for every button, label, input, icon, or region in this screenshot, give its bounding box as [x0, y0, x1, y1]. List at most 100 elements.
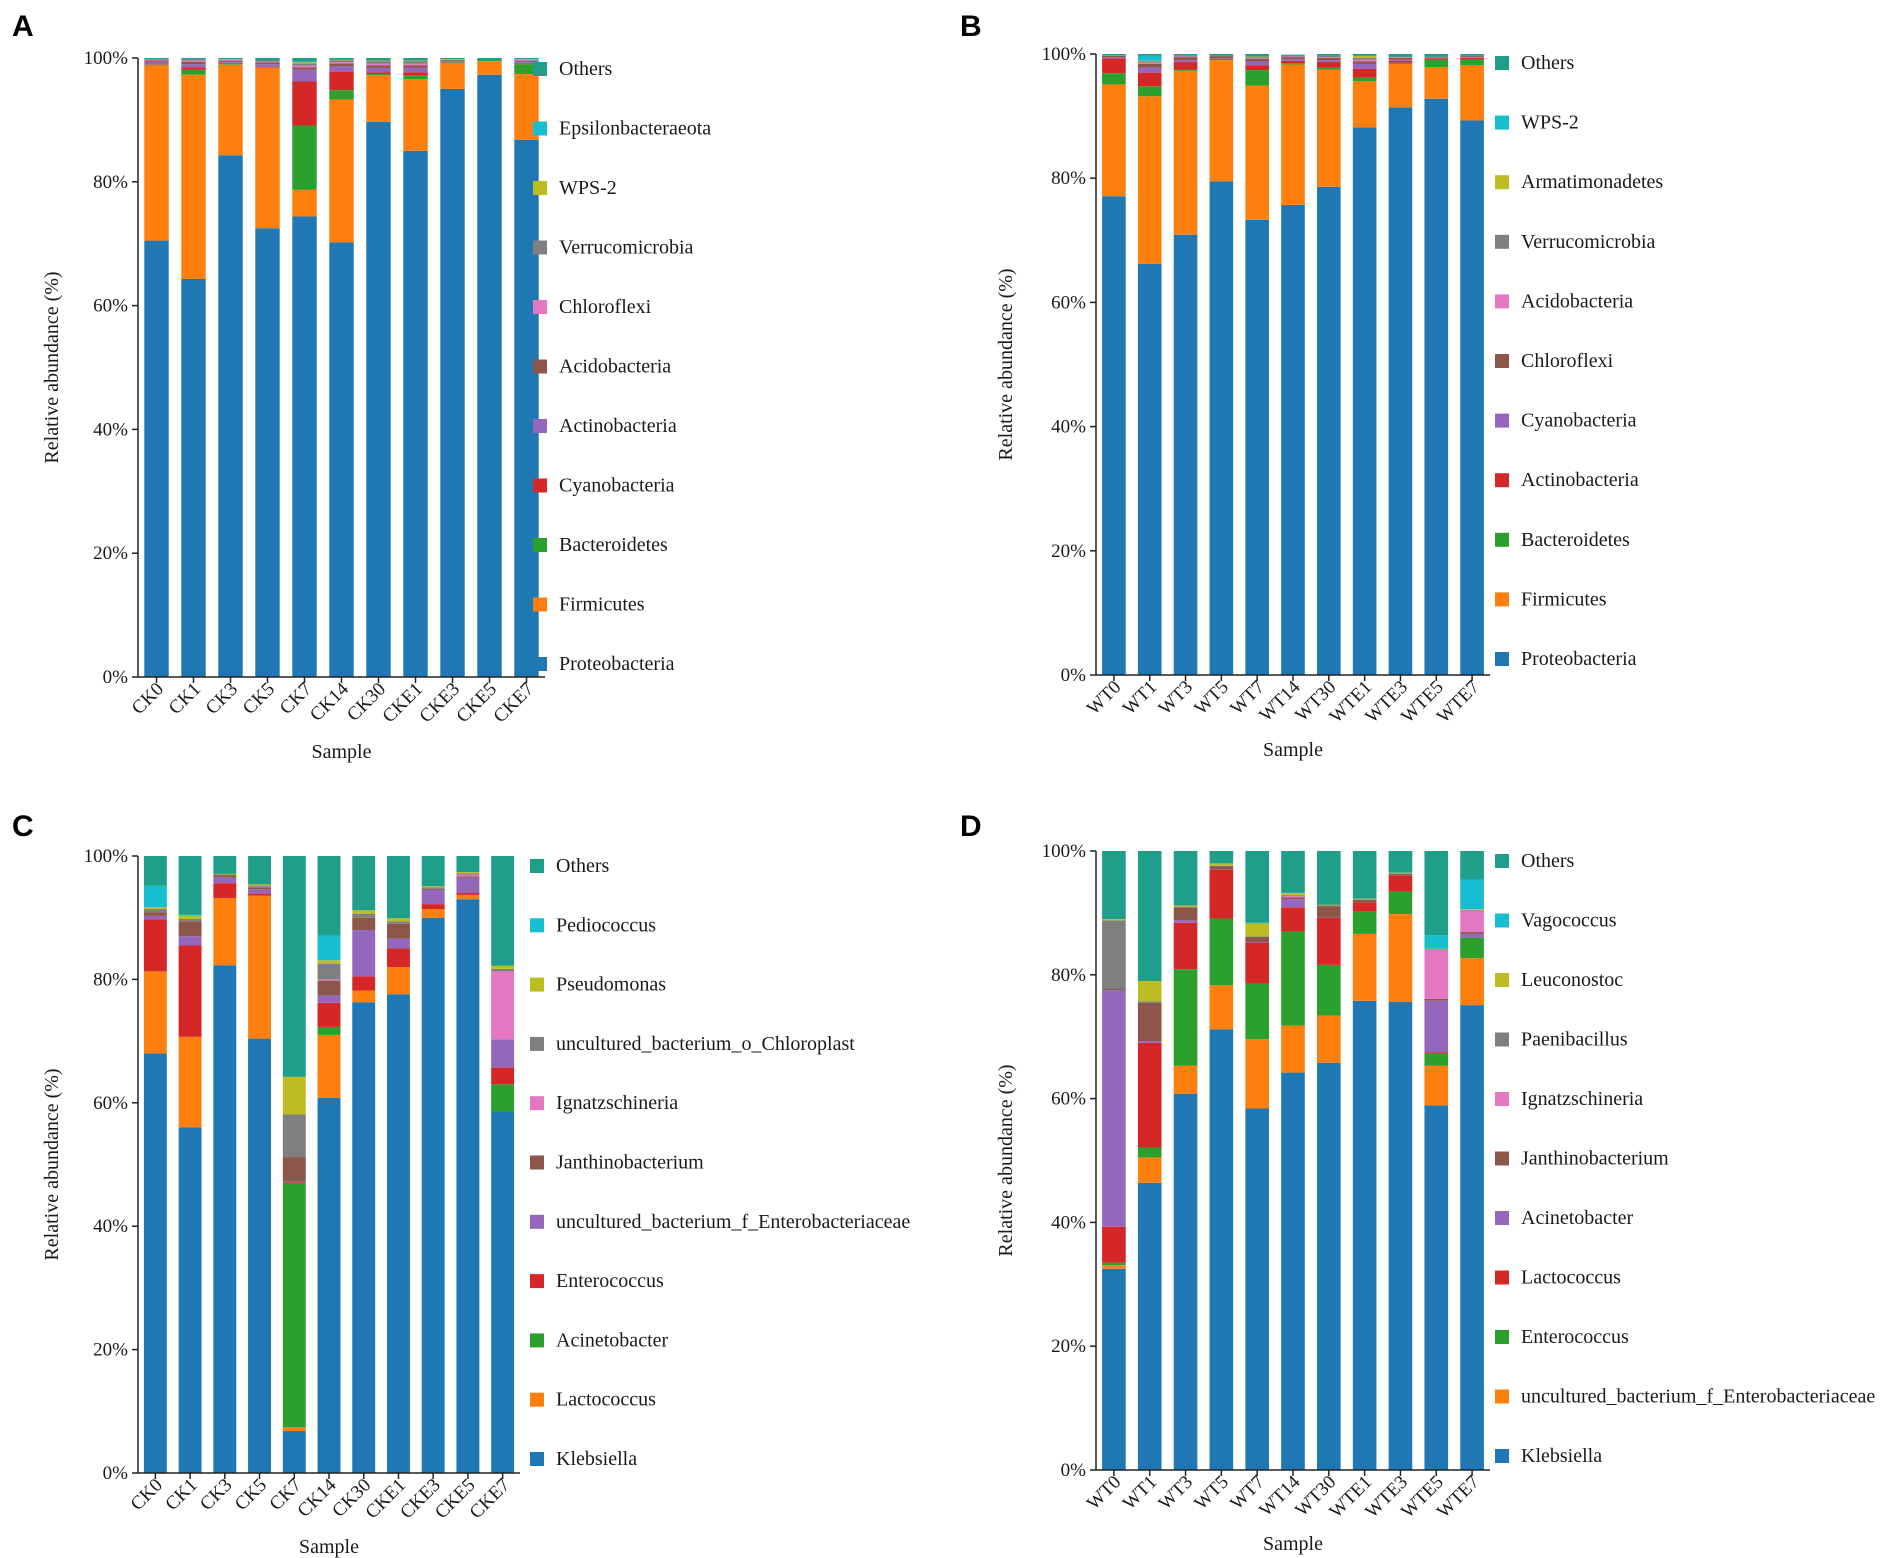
bar-C-CK0-Lactococcus: [143, 971, 167, 1054]
bar-D-WTE3-Enterococcus: [1388, 891, 1413, 915]
bar-A-CKE7-Chloroflexi: [514, 60, 539, 62]
legend-label-A: Others: [559, 58, 613, 80]
bar-A-CK7-Cyanobacteria: [292, 81, 317, 126]
bar-A-CK0-Actinobacteria: [144, 61, 169, 65]
legend-label-A: WPS-2: [559, 177, 617, 199]
bar-B-WT1-Firmicutes: [1137, 96, 1162, 264]
bar-B-WT1-Proteobacteria: [1137, 263, 1162, 675]
bar-D-WT5-Enterococcus: [1209, 918, 1234, 986]
bar-A-CK1-Cyanobacteria: [181, 67, 206, 70]
bar-D-WTE1-Janthinobacterium: [1352, 899, 1377, 903]
y-tick-label-B: 40%: [1051, 417, 1086, 438]
bar-D-WTE5-Paenibacillus: [1424, 949, 1449, 951]
legend-swatch-C: [530, 1452, 544, 1466]
bar-C-CKE3-uncultured_bacterium_o_Chloroplast: [421, 887, 445, 889]
y-axis-title-D: Relative abundance (%): [995, 1064, 1017, 1256]
legend-label-D: Klebsiella: [1521, 1445, 1602, 1467]
bar-B-WTE5-Proteobacteria: [1424, 98, 1449, 675]
bar-A-CK14-Actinobacteria: [329, 66, 354, 72]
bar-A-CK1-Actinobacteria: [181, 64, 206, 68]
bar-A-CK5-Bacteroidetes: [255, 67, 280, 68]
legend-label-A: Firmicutes: [559, 594, 645, 616]
bar-A-CK0-Firmicutes: [144, 65, 169, 241]
bar-C-CK14-Enterococcus: [317, 1002, 341, 1027]
y-tick-label-A: 0%: [103, 667, 129, 688]
bar-B-WT0-Firmicutes: [1102, 84, 1126, 197]
bar-A-CKE1-Chloroflexi: [403, 63, 428, 66]
bar-C-CKE7-Enterococcus: [491, 1067, 515, 1085]
bar-D-WTE1-Lactococcus: [1352, 902, 1377, 912]
bar-A-CK14-Bacteroidetes: [329, 90, 354, 100]
bar-C-CKE3-Enterococcus: [421, 904, 445, 910]
bar-D-WT0-Others: [1102, 851, 1126, 920]
x-tick-label-C: CK3: [196, 1475, 236, 1515]
bar-A-CKE1-Others: [403, 58, 428, 61]
bar-B-WTE3-Cyanobacteria: [1388, 59, 1413, 61]
y-tick-label-B: 80%: [1051, 168, 1086, 189]
bar-D-WT14-Lactococcus: [1281, 907, 1305, 932]
legend-label-C: Acinetobacter: [556, 1329, 668, 1351]
bar-C-CK30-Pseudomonas: [352, 910, 376, 914]
bar-C-CK7-Lactococcus: [282, 1427, 306, 1432]
bar-C-CK3-Pseudomonas: [213, 873, 237, 875]
bar-A-CK14-Chloroflexi: [329, 62, 354, 64]
legend-label-B: WPS-2: [1521, 112, 1579, 134]
bar-C-CK1-Lactococcus: [178, 1036, 202, 1128]
bar-B-WT1-Armatimonadetes: [1137, 60, 1162, 62]
bar-D-WT7-Vagococcus: [1245, 922, 1269, 924]
bar-C-CK30-Enterococcus: [352, 976, 376, 991]
bar-C-CK7-Enterococcus: [282, 1182, 306, 1184]
bar-D-WT14-Leuconostoc: [1281, 893, 1305, 895]
y-axis-title-C: Relative abundance (%): [41, 1068, 63, 1260]
bar-D-WTE1-Enterococcus: [1352, 911, 1377, 934]
bar-D-WT7-Enterococcus: [1245, 983, 1269, 1040]
bar-B-WT1-Cyanobacteria: [1137, 67, 1162, 73]
bar-B-WT3-Chloroflexi: [1173, 57, 1198, 61]
y-tick-label-B: 60%: [1051, 292, 1086, 313]
bar-C-CK14-Pediococcus: [317, 935, 341, 961]
bar-C-CKE5-Others: [456, 856, 480, 873]
bar-A-CKE1-Bacteroidetes: [403, 75, 428, 80]
bar-B-WTE7-Bacteroidetes: [1460, 58, 1484, 66]
legend-swatch-A: [533, 300, 547, 314]
bar-B-WT30-Verrucomicrobia: [1317, 55, 1341, 58]
bar-C-CK30-uncultured_bacterium_f_Enterobacteriaceae: [352, 930, 376, 977]
legend-label-B: Acidobacteria: [1521, 290, 1633, 312]
bar-D-WTE5-Janthinobacterium: [1424, 998, 1449, 1001]
legend-label-B: Proteobacteria: [1521, 648, 1637, 670]
bar-A-CK0-Bacteroidetes: [144, 64, 169, 66]
bar-A-CK3-Bacteroidetes: [218, 64, 243, 65]
bar-D-WT0-Enterococcus: [1102, 1262, 1126, 1266]
bar-C-CK14-Janthinobacterium: [317, 980, 341, 996]
bar-C-CK1-Pediococcus: [178, 914, 202, 916]
bar-B-WT30-Acidobacteria: [1317, 57, 1341, 58]
legend-swatch-C: [530, 1036, 544, 1051]
legend-swatch-C: [530, 977, 544, 992]
legend-label-A: Verrucomicrobia: [559, 237, 694, 259]
bar-D-WT5-Paenibacillus: [1209, 865, 1234, 867]
x-axis-title-A: Sample: [312, 741, 372, 763]
bar-B-WT14-Bacteroidetes: [1281, 63, 1305, 65]
bar-C-CK7-uncultured_bacterium_f_Enterobacteriaceae: [282, 1181, 306, 1183]
bar-B-WTE3-Proteobacteria: [1388, 107, 1413, 675]
x-tick-label-D: WT1: [1119, 1472, 1161, 1514]
bar-D-WTE3-Leuconostoc: [1388, 872, 1413, 874]
bar-C-CK3-Others: [213, 856, 237, 874]
legend-swatch-B: [1495, 592, 1509, 607]
bar-A-CK30-Bacteroidetes: [366, 74, 391, 76]
bar-D-WTE7-Acinetobacter: [1460, 933, 1484, 938]
y-tick-label-D: 0%: [1061, 1460, 1087, 1481]
bar-B-WTE3-Firmicutes: [1388, 63, 1413, 108]
bar-B-WT5-Actinobacteria: [1209, 58, 1234, 60]
bar-B-WT14-Firmicutes: [1281, 64, 1305, 205]
bar-B-WT1-Bacteroidetes: [1137, 86, 1162, 97]
bar-D-WT7-Janthinobacterium: [1245, 937, 1269, 942]
bar-B-WT30-Others: [1317, 54, 1341, 56]
bar-D-WTE5-Lactococcus: [1424, 1052, 1449, 1054]
bar-B-WTE1-Others: [1352, 54, 1377, 56]
bar-B-WT1-Acidobacteria: [1137, 62, 1162, 64]
bar-B-WTE1-Acidobacteria: [1352, 59, 1377, 62]
bar-A-CK0-Others: [144, 58, 169, 60]
bar-C-CK5-uncultured_bacterium_f_Enterobacteriaceae: [248, 889, 272, 894]
bar-C-CKE7-Pseudomonas: [491, 965, 515, 969]
